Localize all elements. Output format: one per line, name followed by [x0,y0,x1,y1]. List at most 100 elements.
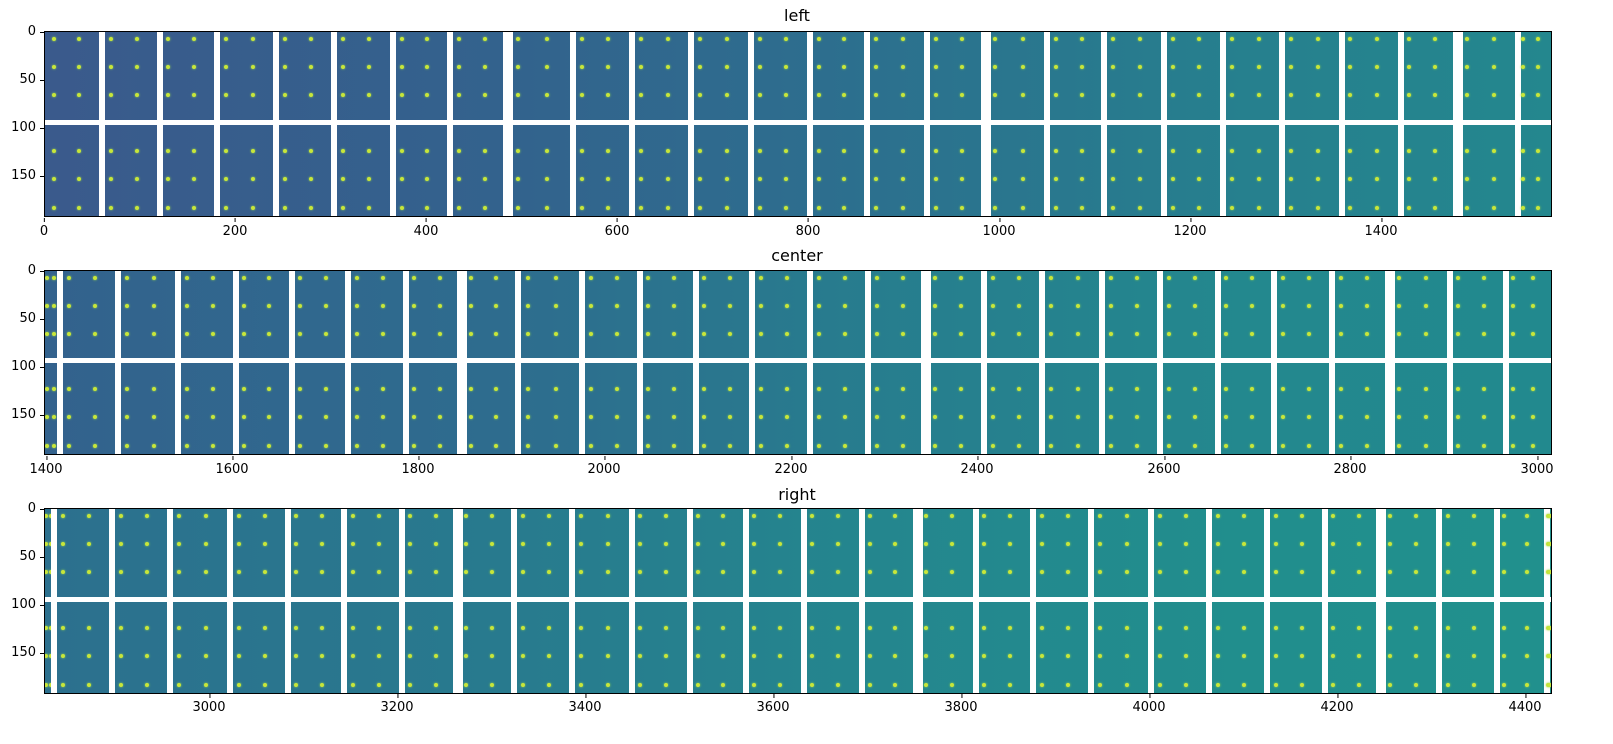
calibration-spot [1224,387,1229,392]
calibration-spot [204,513,209,518]
calibration-spot [1256,64,1261,69]
tile-gap-vertical [864,32,871,216]
calibration-spot [520,513,525,518]
calibration-spot [433,625,438,630]
calibration-spot [554,443,559,448]
calibration-spot [1471,654,1476,659]
calibration-spot [1491,177,1496,182]
calibration-spot [408,570,413,575]
calibration-spot [579,64,584,69]
tile-gap-vertical [1329,271,1336,454]
calibration-spot [1520,36,1525,41]
calibration-spot [1331,570,1336,575]
tile-gap-vertical [340,509,347,693]
calibration-spot [437,443,442,448]
xtick-right-3600: 3600 [756,694,790,715]
calibration-spot [950,570,955,575]
calibration-spot [1280,303,1285,308]
calibration-spot [87,654,92,659]
calibration-spot [1375,205,1380,210]
calibration-spot [874,331,879,336]
calibration-spot [1241,654,1246,659]
tile-gap-vertical [515,271,522,454]
calibration-spot [893,513,898,518]
tile-gap-vertical [980,32,991,216]
calibration-spot [489,513,494,518]
tile-gap-vertical [568,509,575,693]
calibration-spot [579,148,584,153]
calibration-spot [48,654,53,659]
tile-gap-horizontal [45,596,1551,602]
calibration-spot [61,625,66,630]
calibration-spot [842,275,847,280]
ytick-center-150: 150 [0,407,44,422]
calibration-spot [1331,513,1336,518]
calibration-spot [283,36,287,41]
calibration-spot [92,303,97,308]
calibration-spot [323,387,328,392]
calibration-spot [1166,303,1171,308]
calibration-spot [412,415,417,420]
calibration-spot [242,387,247,392]
calibration-spot [236,570,241,575]
calibration-spot [1407,177,1412,182]
calibration-spot [638,36,643,41]
calibration-spot [204,570,209,575]
calibration-spot [1241,625,1246,630]
calibration-spot [92,331,97,336]
calibration-spot [118,541,123,546]
tile-gap-horizontal [45,119,1551,125]
calibration-spot [1520,64,1525,69]
calibration-spot [350,570,355,575]
calibration-spot [1170,93,1175,98]
calibration-spot [1299,570,1304,575]
calibration-spot [354,331,359,336]
calibration-spot [77,93,82,98]
calibration-spot [606,177,611,182]
calibration-spot [1241,570,1246,575]
calibration-spot [425,148,430,153]
calibration-spot [874,177,879,182]
calibration-spot [464,541,469,546]
calibration-spot [77,177,82,182]
calibration-spot [874,93,879,98]
calibration-spot [1299,625,1304,630]
calibration-spot [134,64,139,69]
ytick-right-0: 0 [0,501,44,516]
calibration-spot [665,93,670,98]
calibration-spot [665,205,670,210]
calibration-spot [638,93,643,98]
tile-gap-vertical [330,32,337,216]
calibration-spot [1299,682,1304,687]
calibration-spot [525,275,530,280]
tile-gap-vertical [114,271,121,454]
calibration-spot [1134,443,1139,448]
calibration-spot [1016,303,1021,308]
calibration-spot [810,682,815,687]
calibration-spot [932,275,937,280]
calibration-spot [721,682,726,687]
calibration-spot [960,148,965,153]
calibration-spot [1224,415,1229,420]
calibration-spot [1299,513,1304,518]
panel-title-left: left [784,6,810,25]
calibration-spot [1040,625,1045,630]
calibration-spot [1183,513,1188,518]
calibration-spot [1424,303,1429,308]
calibration-spot [579,177,584,182]
calibration-spot [437,331,442,336]
calibration-spot [1008,541,1013,546]
calibration-spot [958,387,963,392]
calibration-spot [525,443,530,448]
calibration-spot [1510,443,1515,448]
calibration-spot [1348,93,1353,98]
calibration-spot [1183,541,1188,546]
calibration-spot [298,303,303,308]
tile-gap-vertical [174,271,181,454]
calibration-spot [323,303,328,308]
calibration-spot [367,205,372,210]
calibration-spot [724,93,729,98]
calibration-spot [836,541,841,546]
calibration-spot [546,654,551,659]
calibration-spot [1397,303,1402,308]
